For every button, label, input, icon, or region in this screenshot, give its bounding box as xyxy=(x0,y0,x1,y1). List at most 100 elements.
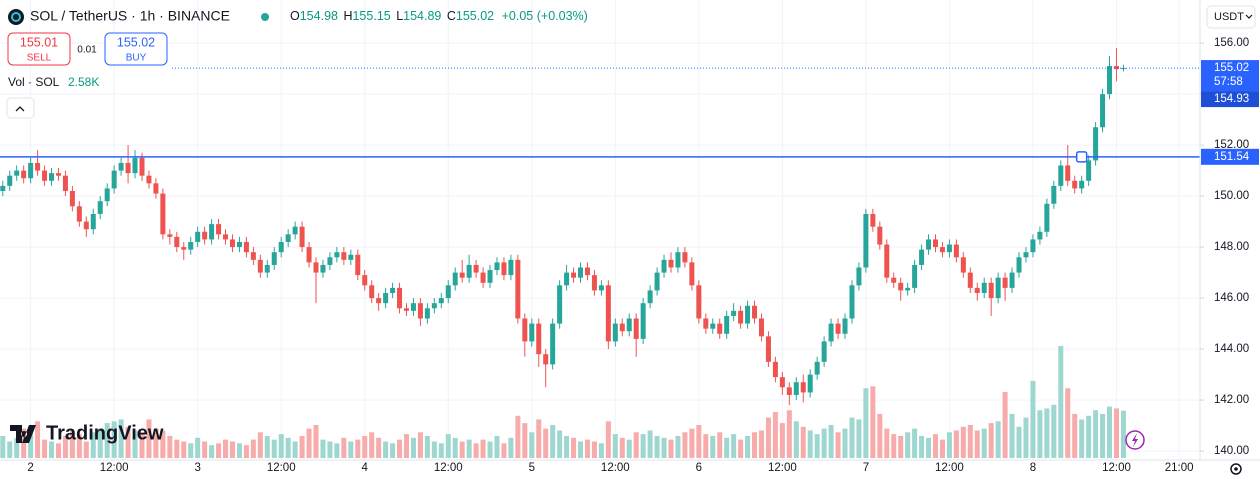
volume-bar xyxy=(905,432,911,458)
sell-label[interactable]: SELL xyxy=(27,53,52,64)
sell-price[interactable]: 155.01 xyxy=(20,35,58,49)
candle-body xyxy=(369,285,375,299)
volume-bar xyxy=(960,426,966,458)
watermark-logo xyxy=(10,425,36,443)
candle-body xyxy=(1044,203,1050,232)
volume-bar xyxy=(7,441,13,458)
y-tick-label: 146.00 xyxy=(1214,292,1249,304)
candle-body xyxy=(1100,94,1106,128)
volume-layer xyxy=(0,346,1126,458)
candle-body xyxy=(7,175,13,186)
volume-bar xyxy=(494,435,500,458)
buy-price[interactable]: 155.02 xyxy=(117,35,155,49)
candle-body xyxy=(870,213,876,227)
countdown-label: 57:58 xyxy=(1214,76,1243,88)
candle-body xyxy=(981,282,987,293)
candle-body xyxy=(1120,68,1126,70)
candle-body xyxy=(195,231,201,242)
candle-body xyxy=(403,308,410,311)
volume-bar xyxy=(710,435,716,458)
volume-bar xyxy=(466,439,472,458)
candle-body xyxy=(355,254,361,276)
volume-bar xyxy=(424,435,430,458)
ohlc-label: C xyxy=(447,9,456,23)
volume-bar xyxy=(35,421,41,458)
volume-bar xyxy=(104,423,110,458)
currency-label[interactable]: USDT xyxy=(1214,11,1244,23)
buy-label[interactable]: BUY xyxy=(126,53,147,64)
candle-body xyxy=(932,239,939,248)
buy-box[interactable] xyxy=(104,32,168,66)
volume-bar xyxy=(633,432,639,458)
candle-body xyxy=(1037,231,1043,240)
candle-body xyxy=(111,170,117,189)
volume-bar xyxy=(536,419,542,458)
candle-body xyxy=(1079,180,1085,189)
volume-bar xyxy=(28,434,34,458)
volume-bar xyxy=(752,432,758,458)
currency-dropdown[interactable]: USDT xyxy=(1206,5,1256,29)
candle-body xyxy=(1107,66,1113,95)
volume-bar xyxy=(153,428,159,458)
candle-body xyxy=(14,170,20,176)
candle-body xyxy=(793,382,799,395)
volume-bar xyxy=(557,430,563,458)
volume-bar xyxy=(118,419,124,458)
volume-bar xyxy=(1023,417,1029,458)
candle-body xyxy=(376,298,382,304)
alert-icon[interactable] xyxy=(1125,430,1145,450)
candle-body xyxy=(181,247,187,250)
volume-bar xyxy=(243,445,249,458)
candle-body xyxy=(174,236,180,248)
settings-button[interactable] xyxy=(1230,463,1242,475)
volume-bar xyxy=(362,435,368,458)
candle-body xyxy=(49,173,55,181)
y-tick-label: 156.00 xyxy=(1214,37,1249,49)
candle-body xyxy=(362,275,368,286)
currency-button[interactable] xyxy=(1206,5,1256,29)
volume-bar xyxy=(236,443,242,458)
candle-body xyxy=(800,382,806,393)
volume-bar xyxy=(376,437,382,458)
volume-bar xyxy=(1016,426,1022,458)
sell-box[interactable] xyxy=(7,32,71,66)
volume-bar xyxy=(891,434,897,458)
candle-body xyxy=(271,252,277,265)
volume-bar xyxy=(1113,408,1119,458)
candle-body xyxy=(536,323,542,355)
candle-body xyxy=(682,252,688,263)
candle-body xyxy=(76,206,82,222)
volume-bar xyxy=(487,441,493,458)
x-tick-label: 6 xyxy=(696,462,702,474)
candle-layer xyxy=(0,48,1126,406)
candle-body xyxy=(772,361,778,378)
volume-bar xyxy=(800,426,806,458)
sell-button[interactable]: 155.01 SELL xyxy=(7,32,71,66)
volume-bar xyxy=(438,443,444,458)
volume-bar xyxy=(793,421,799,458)
candle-body xyxy=(988,282,994,299)
volume-bar xyxy=(578,441,584,458)
gear-icon[interactable] xyxy=(1230,463,1242,475)
volume-bar xyxy=(417,432,423,458)
symbol-title[interactable]: SOL / TetherUS · 1h · BINANCE xyxy=(30,8,230,24)
candle-body xyxy=(35,162,41,171)
candle-body xyxy=(967,272,973,288)
candle-body xyxy=(167,234,173,237)
candle-body xyxy=(264,264,270,273)
candle-body xyxy=(584,267,590,276)
collapse-legend-button[interactable] xyxy=(6,97,35,119)
candle-body xyxy=(306,247,312,263)
candle-body xyxy=(341,252,347,260)
volume-bar xyxy=(62,435,68,458)
volume-bar xyxy=(21,428,27,458)
price-lines-layer xyxy=(0,67,1200,163)
candle-body xyxy=(724,315,730,334)
buy-button[interactable]: 155.02 BUY xyxy=(104,32,168,66)
candle-body xyxy=(877,226,883,245)
candle-body xyxy=(974,287,980,293)
candle-body xyxy=(529,323,535,342)
volume-bar xyxy=(125,426,131,458)
volume-bar xyxy=(383,441,389,458)
